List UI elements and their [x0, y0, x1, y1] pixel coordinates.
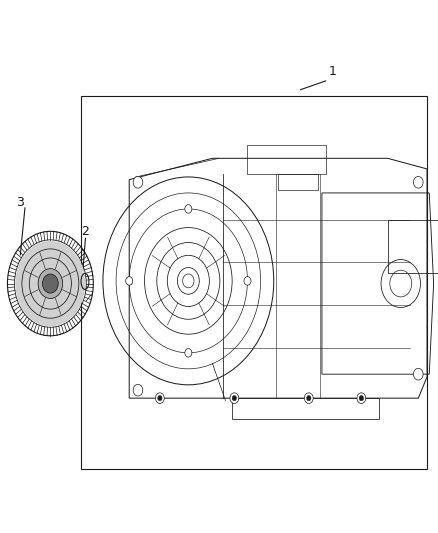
Circle shape: [304, 393, 313, 403]
Circle shape: [359, 395, 364, 401]
Circle shape: [307, 395, 311, 401]
Circle shape: [232, 395, 237, 401]
Circle shape: [244, 277, 251, 285]
Circle shape: [413, 176, 423, 188]
Circle shape: [15, 241, 85, 326]
Circle shape: [185, 349, 192, 357]
Text: 2: 2: [81, 225, 89, 238]
Circle shape: [42, 274, 58, 293]
Circle shape: [357, 393, 366, 403]
Circle shape: [133, 384, 143, 396]
Circle shape: [126, 277, 133, 285]
Circle shape: [230, 393, 239, 403]
Circle shape: [38, 269, 63, 298]
Circle shape: [133, 176, 143, 188]
Circle shape: [155, 393, 164, 403]
Circle shape: [413, 368, 423, 380]
Text: 1: 1: [329, 66, 337, 78]
Text: 3: 3: [16, 196, 24, 209]
Circle shape: [185, 205, 192, 213]
Circle shape: [158, 395, 162, 401]
